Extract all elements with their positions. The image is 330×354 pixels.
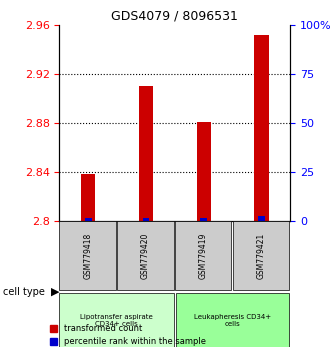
Bar	[143, 218, 149, 221]
Text: cell type: cell type	[3, 287, 45, 297]
FancyBboxPatch shape	[175, 221, 231, 290]
Title: GDS4079 / 8096531: GDS4079 / 8096531	[112, 9, 238, 22]
Bar	[254, 35, 269, 221]
FancyBboxPatch shape	[59, 293, 174, 347]
Text: Lipotransfer aspirate
CD34+ cells: Lipotransfer aspirate CD34+ cells	[80, 314, 153, 327]
Legend: transformed count, percentile rank within the sample: transformed count, percentile rank withi…	[47, 321, 209, 350]
Text: GSM779420: GSM779420	[141, 233, 150, 279]
FancyBboxPatch shape	[59, 221, 116, 290]
FancyBboxPatch shape	[176, 293, 289, 347]
Bar	[85, 218, 92, 221]
Bar	[139, 86, 153, 221]
FancyBboxPatch shape	[233, 221, 289, 290]
Text: ▶: ▶	[51, 287, 60, 297]
Text: GSM779421: GSM779421	[256, 233, 265, 279]
Bar	[200, 218, 207, 221]
Bar	[197, 121, 211, 221]
Text: GSM779419: GSM779419	[199, 233, 208, 279]
Bar	[258, 216, 265, 221]
Text: GSM779418: GSM779418	[83, 233, 92, 279]
FancyBboxPatch shape	[117, 221, 174, 290]
Text: Leukapheresis CD34+
cells: Leukapheresis CD34+ cells	[194, 314, 271, 327]
Bar	[81, 174, 95, 221]
